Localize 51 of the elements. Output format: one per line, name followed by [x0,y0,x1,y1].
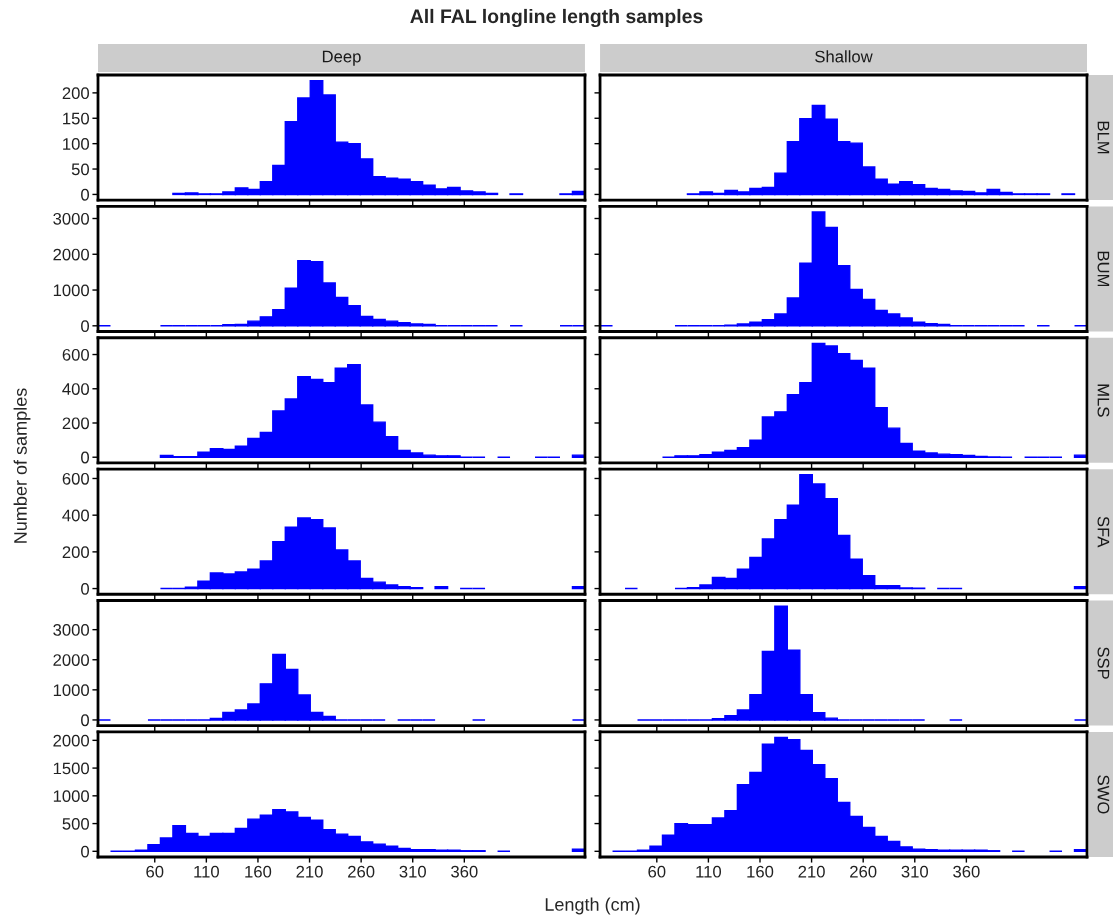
y2-axis-title: BLM [1097,121,1110,154]
y-tick-label: 50 [71,163,90,176]
chart-subtitle: Deep [322,50,361,66]
y-tick-label: 2000 [53,654,90,666]
x-tick-label: 260 [348,865,375,878]
y-tick-label: 600 [62,472,90,485]
y-tick-label: 200 [62,417,90,430]
y-tick-label: 2000 [53,248,90,261]
x-tick-label: 210 [296,865,323,878]
x-tick-label: 110 [194,865,219,878]
y-tick-label: 0 [81,714,90,727]
x-tick-label: 360 [451,865,478,878]
y-tick-label: 0 [81,320,90,333]
y-tick-label: 1000 [53,284,90,297]
x-tick-label: 210 [798,865,825,878]
y2-axis-title: BUM [1097,251,1110,287]
y2-axis-title: MLS [1097,384,1110,417]
x-tick-label: 160 [245,865,272,878]
y2-axis-title: SWO [1097,775,1110,814]
y-tick-label: 100 [63,138,90,150]
y-tick-label: 600 [62,348,90,361]
y-tick-label: 0 [81,582,90,595]
y-tick-label: 2000 [53,734,90,747]
x-tick-label: 310 [901,865,929,878]
chart-subtitle: Shallow [815,50,873,63]
x-tick-label: 310 [399,865,426,878]
y-tick-label: 0 [81,188,90,201]
x-tick-label: 360 [953,865,980,878]
chart-title: All FAL longline length samples [410,8,703,28]
y2-axis-title: SSP [1097,647,1110,679]
y-tick-label: 200 [62,546,90,559]
y-tick-label: 1000 [53,684,90,697]
x-tick-label: 260 [850,865,877,878]
y-tick-label: 500 [62,817,90,830]
y-tick-label: 1000 [53,790,90,803]
y-tick-label: 0 [81,451,90,464]
y-axis-title: Number of samples [13,388,31,543]
x-tick-label: 110 [696,865,722,878]
y-tick-label: 400 [62,509,90,522]
y2-axis-title: SFA [1097,516,1110,548]
y-tick-label: 3000 [53,212,90,225]
y-tick-label: 400 [62,383,90,395]
x-axis-title: Length (cm) [545,897,640,915]
y-tick-label: 150 [63,112,90,125]
y-tick-label: 3000 [53,624,90,636]
x-tick-label: 160 [747,865,774,878]
y-tick-label: 0 [81,845,90,858]
y-tick-label: 1500 [53,762,90,775]
x-tick-label: 60 [648,865,666,878]
x-tick-label: 60 [146,865,164,878]
y-tick-label: 200 [62,87,90,100]
